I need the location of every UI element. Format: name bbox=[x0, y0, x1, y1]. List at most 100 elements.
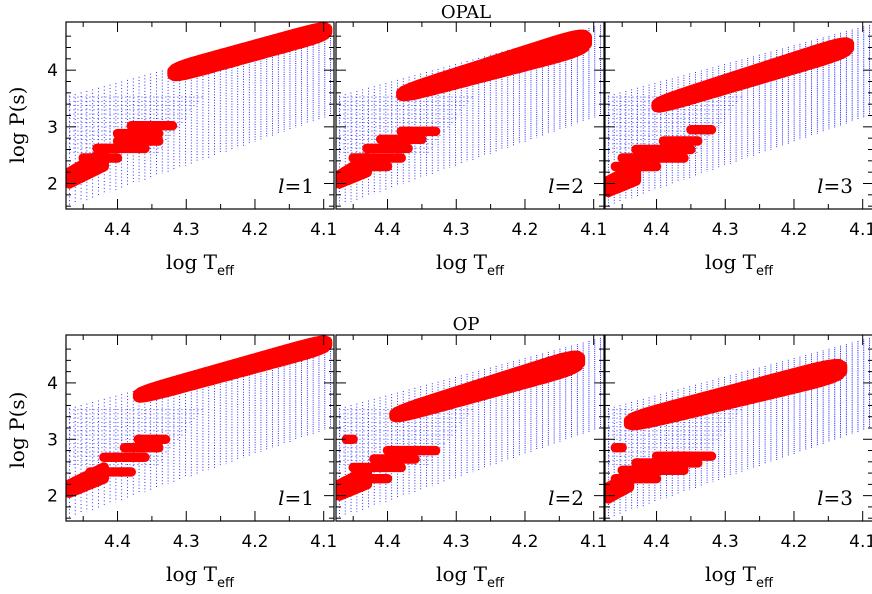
xtick-op-l3-42: 4.2 bbox=[780, 532, 807, 552]
degree-letter-opal-l2: l bbox=[548, 174, 554, 198]
unstable-modes-op-l1 bbox=[66, 335, 333, 499]
ytick-opal-3: 3 bbox=[47, 118, 58, 138]
panel-opal-l3: 4.4 4.3 4.2 4.1 log Teff l=3 bbox=[604, 21, 872, 279]
xlabel-op-l2: log Teff bbox=[436, 562, 505, 591]
ytick-opal-4: 4 bbox=[47, 61, 58, 81]
degree-letter-op-l2: l bbox=[548, 486, 554, 510]
unstable-modes-opal-l1 bbox=[66, 22, 333, 189]
xlabel-op-l3-sub: eff bbox=[756, 576, 774, 591]
ytick-op-3: 3 bbox=[47, 430, 58, 450]
xtick-opal-l2-43: 4.3 bbox=[443, 220, 470, 240]
xlabel-op-l2-sub: eff bbox=[487, 576, 505, 591]
panel-op-l3: 4.4 4.3 4.2 4.1 log Teff l=3 bbox=[604, 334, 872, 591]
xtick-opal-l1-43: 4.3 bbox=[173, 220, 200, 240]
unstable-modes-opal-l2 bbox=[336, 29, 593, 189]
xlabel-opal-l2-sub: eff bbox=[487, 264, 505, 279]
plot-area-op-l2 bbox=[336, 337, 602, 519]
ticks-opal-l2 bbox=[336, 22, 604, 209]
degree-value-opal-l2: 2 bbox=[571, 174, 584, 198]
panel-opal-l1: 4.4 4.3 4.2 4.1 log Teff l=1 bbox=[65, 21, 337, 279]
degree-label-opal-l2: l=2 bbox=[548, 174, 584, 198]
xtick-opal-l3-44: 4.4 bbox=[643, 220, 670, 240]
xlabel-op-l2-main: log T bbox=[436, 562, 488, 586]
unstable-modes-op-l3 bbox=[605, 358, 848, 504]
degree-label-op-l3: l=3 bbox=[817, 486, 853, 510]
xtick-opal-l2-42: 4.2 bbox=[511, 220, 538, 240]
xtick-op-l2-41: 4.1 bbox=[580, 532, 607, 552]
xtick-opal-l2-41: 4.1 bbox=[580, 220, 607, 240]
degree-value-op-l2: 2 bbox=[571, 486, 584, 510]
xlabel-opal-l2-main: log T bbox=[436, 250, 488, 274]
xtick-opal-l1-44: 4.4 bbox=[104, 220, 131, 240]
xlabel-op-l1-main: log T bbox=[166, 562, 218, 586]
panel-op-l2: 4.4 4.3 4.2 4.1 log Teff l=2 bbox=[335, 334, 607, 591]
ticks-op-l3 bbox=[605, 335, 872, 521]
xlabel-opal-l1: log Teff bbox=[166, 250, 235, 279]
unstable-modes-op-l2 bbox=[336, 350, 586, 501]
xtick-opal-l3-43: 4.3 bbox=[712, 220, 739, 240]
degree-eq-op-l1: = bbox=[285, 486, 302, 510]
ylabel-opal: log P(s) bbox=[5, 87, 29, 164]
xtick-opal-l3-42: 4.2 bbox=[780, 220, 807, 240]
xlabel-opal-l1-sub: eff bbox=[217, 264, 235, 279]
xtick-op-l1-42: 4.2 bbox=[241, 532, 268, 552]
xtick-opal-l1-41: 4.1 bbox=[310, 220, 337, 240]
ytick-op-4: 4 bbox=[47, 374, 58, 394]
plot-area-op-l1 bbox=[66, 335, 333, 519]
xlabel-op-l1-sub: eff bbox=[217, 576, 235, 591]
ticks-op-l1 bbox=[66, 335, 334, 521]
ticks-op-l2 bbox=[336, 335, 604, 521]
degree-label-opal-l1: l=1 bbox=[278, 174, 314, 198]
title-opal: OPAL bbox=[441, 2, 491, 23]
degree-label-opal-l3: l=3 bbox=[817, 174, 853, 198]
unstable-modes-opal-l3 bbox=[605, 37, 855, 198]
xtick-op-l1-44: 4.4 bbox=[104, 532, 131, 552]
panel-opal-l2: 4.4 4.3 4.2 4.1 log Teff l=2 bbox=[335, 21, 607, 279]
plot-area-opal-l1 bbox=[66, 22, 333, 207]
degree-label-op-l1: l=1 bbox=[278, 486, 314, 510]
xlabel-op-l3: log Teff bbox=[705, 562, 774, 591]
xtick-op-l3-41: 4.1 bbox=[849, 532, 872, 552]
xtick-op-l2-44: 4.4 bbox=[374, 532, 401, 552]
xlabel-op-l1: log Teff bbox=[166, 562, 235, 591]
xtick-op-l2-42: 4.2 bbox=[511, 532, 538, 552]
xlabel-opal-l3: log Teff bbox=[705, 250, 774, 279]
degree-value-opal-l3: 3 bbox=[840, 174, 853, 198]
title-op: OP bbox=[453, 314, 480, 335]
xtick-opal-l3-41: 4.1 bbox=[849, 220, 872, 240]
degree-letter-op-l1: l bbox=[278, 486, 284, 510]
model-grid-op-l2 bbox=[338, 337, 602, 519]
degree-eq-opal-l2: = bbox=[555, 174, 572, 198]
panel-op-l1: 4.4 4.3 4.2 4.1 log Teff l=1 bbox=[65, 334, 337, 591]
xtick-opal-l2-44: 4.4 bbox=[374, 220, 401, 240]
ylabel-op: log P(s) bbox=[5, 392, 29, 469]
degree-value-op-l1: 1 bbox=[301, 486, 314, 510]
degree-letter-op-l3: l bbox=[817, 486, 823, 510]
degree-label-op-l2: l=2 bbox=[548, 486, 584, 510]
degree-eq-opal-l1: = bbox=[285, 174, 302, 198]
xtick-opal-l1-42: 4.2 bbox=[241, 220, 268, 240]
degree-value-opal-l1: 1 bbox=[301, 174, 314, 198]
xtick-op-l1-43: 4.3 bbox=[173, 532, 200, 552]
degree-eq-opal-l3: = bbox=[824, 174, 841, 198]
figure-op: OP log P(s) 4 3 2 4.4 4.3 4.2 4.1 log Te… bbox=[5, 314, 872, 591]
degree-value-op-l3: 3 bbox=[840, 486, 853, 510]
xtick-op-l2-43: 4.3 bbox=[443, 532, 470, 552]
xtick-op-l3-44: 4.4 bbox=[643, 532, 670, 552]
figure-opal: OPAL log P(s) 4 3 2 4.4 4.3 4.2 4.1 log … bbox=[5, 2, 872, 279]
xlabel-opal-l2: log Teff bbox=[436, 250, 505, 279]
ticks-opal-l1 bbox=[66, 22, 334, 209]
xtick-op-l1-41: 4.1 bbox=[310, 532, 337, 552]
xlabel-op-l3-main: log T bbox=[705, 562, 757, 586]
degree-eq-op-l2: = bbox=[555, 486, 572, 510]
degree-eq-op-l3: = bbox=[824, 486, 841, 510]
ticks-opal-l3 bbox=[605, 22, 872, 209]
plot-area-opal-l2 bbox=[336, 24, 602, 207]
degree-letter-opal-l3: l bbox=[817, 174, 823, 198]
xlabel-opal-l3-main: log T bbox=[705, 250, 757, 274]
xtick-op-l3-43: 4.3 bbox=[712, 532, 739, 552]
xlabel-opal-l1-main: log T bbox=[166, 250, 218, 274]
plot-area-opal-l3 bbox=[605, 24, 871, 207]
plot-area-op-l3 bbox=[605, 337, 871, 519]
